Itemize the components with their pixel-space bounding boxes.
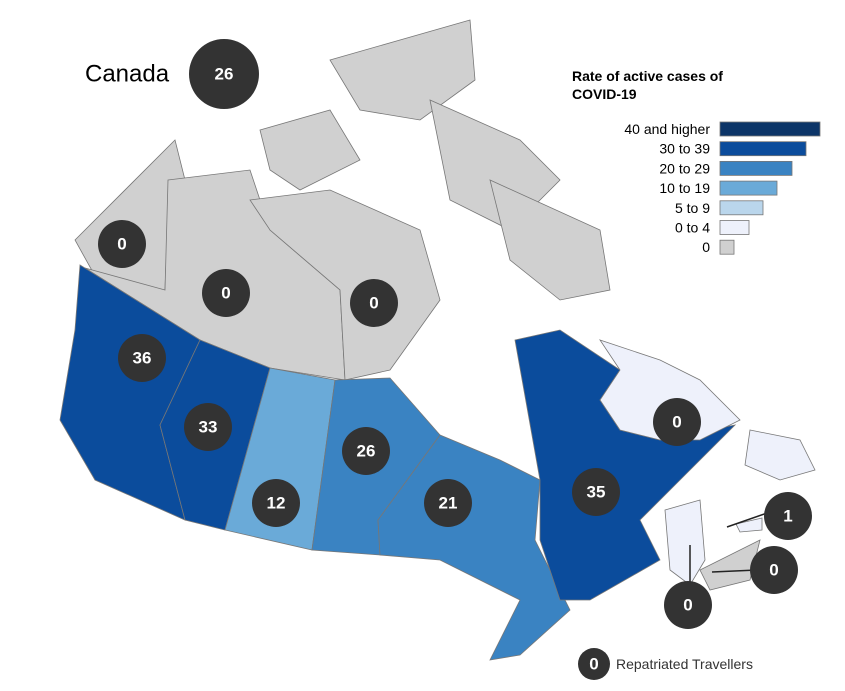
region-value: 36 (133, 349, 152, 368)
region-circle (98, 220, 146, 268)
region-badges: 0 0 0 36 33 12 26 21 35 0 1 0 0 (98, 220, 812, 629)
legend-label: 30 to 39 (659, 141, 710, 157)
national-circle (189, 39, 259, 109)
region-value: 0 (369, 294, 378, 313)
region-circle (764, 492, 812, 540)
region-circle (252, 479, 300, 527)
region-circle (572, 468, 620, 516)
repatriated-value: 0 (589, 655, 598, 674)
region-value: 21 (439, 494, 458, 513)
region-value: 0 (683, 596, 692, 615)
region-value: 1 (783, 507, 792, 526)
legend-swatch (719, 200, 764, 216)
title: Canada (85, 61, 170, 88)
repatriated-circle (578, 648, 610, 680)
region-circle (184, 403, 232, 451)
region-value: 0 (672, 413, 681, 432)
legend-swatch (719, 180, 778, 196)
legend-title: Rate of active cases of (572, 68, 723, 84)
island (744, 429, 816, 481)
region-value: 26 (357, 442, 376, 461)
arctic-islands (259, 19, 611, 301)
legend-label: 10 to 19 (659, 180, 710, 196)
region-circle (424, 479, 472, 527)
region-circle (350, 279, 398, 327)
legend-title: COVID-19 (572, 86, 637, 102)
legend-label: 20 to 29 (659, 160, 710, 176)
region-value: 33 (199, 418, 218, 437)
legend-label: 0 to 4 (675, 220, 710, 236)
region-value: 0 (117, 235, 126, 254)
region-value: 0 (221, 284, 230, 303)
region-value: 0 (769, 561, 778, 580)
region (664, 499, 706, 586)
legend-swatch (719, 220, 750, 235)
repatriated-label: Repatriated Travellers (616, 656, 753, 672)
legend-label: 40 and higher (624, 121, 710, 137)
region-value: 12 (267, 494, 286, 513)
legend-swatch (719, 141, 807, 157)
region-circle (653, 398, 701, 446)
leader-lines (689, 511, 771, 588)
legend-label: 5 to 9 (675, 200, 710, 216)
region (249, 189, 441, 381)
region-circle (342, 427, 390, 475)
legend-label: 0 (702, 239, 710, 255)
region-circle (118, 334, 166, 382)
region-circle (664, 581, 712, 629)
legend: 40 and higher 30 to 39 20 to 29 10 to 19 5 t… (624, 121, 821, 255)
region-value: 35 (587, 483, 606, 502)
region-circle (202, 269, 250, 317)
region (699, 539, 761, 591)
legend-swatch (719, 160, 793, 176)
region-circle (750, 546, 798, 594)
national-rate: 26 (215, 65, 234, 84)
region (377, 434, 571, 661)
legend-swatch (719, 121, 821, 137)
region (735, 517, 763, 533)
legend-swatch (719, 239, 735, 255)
